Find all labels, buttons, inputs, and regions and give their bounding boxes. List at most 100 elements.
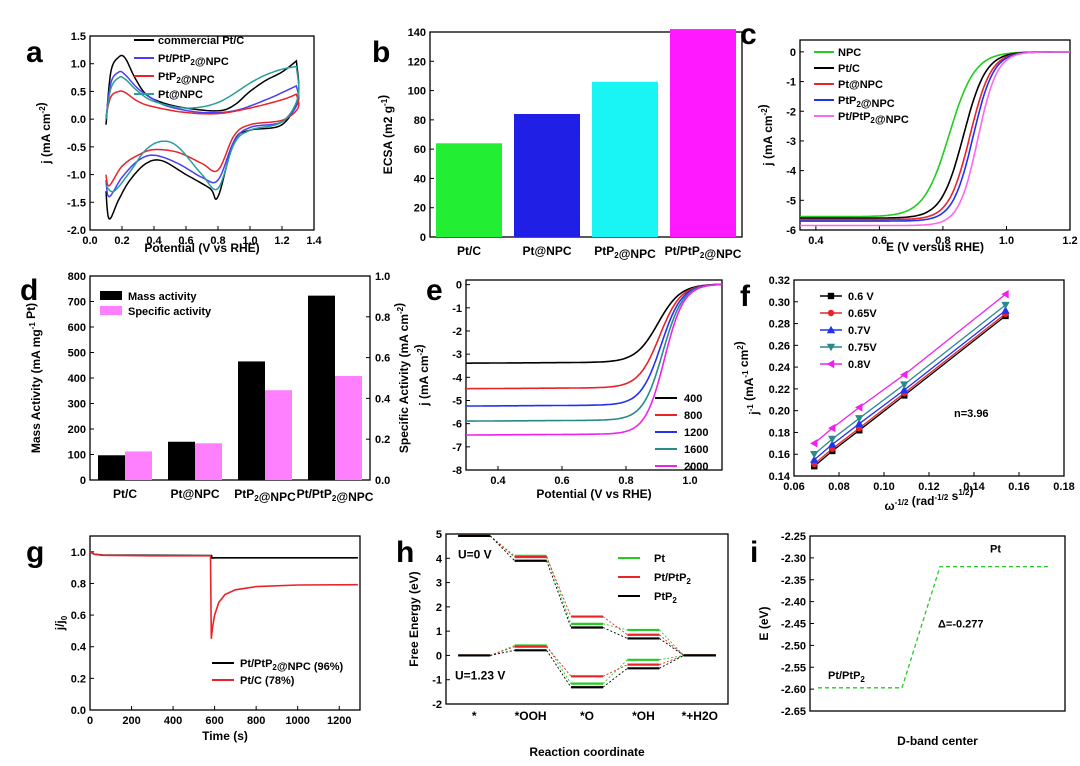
x-tick-label: 0.0 <box>82 235 97 247</box>
data-point <box>1001 289 1009 299</box>
legend-label: 2000 <box>684 461 708 473</box>
data-point <box>855 415 864 423</box>
bar-specific-1 <box>195 443 222 480</box>
dband-line <box>818 565 1050 689</box>
y-tick-label: -1 <box>452 303 462 315</box>
data-point <box>855 419 864 427</box>
y-axis-label: E (eV) <box>757 606 771 640</box>
y-tick-label: -2.55 <box>781 662 806 674</box>
legend-label: Pt <box>654 553 665 565</box>
y-tick-label: 1.0 <box>71 59 86 71</box>
y-tick-label: 2 <box>436 602 442 614</box>
y-tick-label: 600 <box>68 322 86 334</box>
y-tick-label: -1 <box>786 77 796 89</box>
y-tick-label: 0.22 <box>769 384 790 396</box>
y-tick-label: 5 <box>436 529 442 541</box>
y-axis-label: j/j0 <box>53 615 69 631</box>
legend-label: Pt/PtP2@NPC <box>838 111 909 126</box>
y-tick-label: 200 <box>68 424 86 436</box>
rde-curve-1 <box>466 283 722 390</box>
y-tick-label: -2 <box>452 326 462 338</box>
annotation-n: n=3.96 <box>954 408 989 420</box>
y-axis-label: Free Energy (eV) <box>407 571 421 666</box>
data-point <box>828 435 837 444</box>
x-axis-label: ω-1/2 (rad-1/2 s1/2) <box>885 484 974 513</box>
y-tick-label: -2.30 <box>781 553 806 565</box>
y-axis-label: Specific Activity (mA cm-2) <box>392 303 411 453</box>
panel-chart-g: g 0.0 0.2 0.4 0.6 0.8 1.0 0 200 400 600 800 1000 1200… <box>26 535 361 743</box>
bar-3 <box>670 29 736 238</box>
y-tick-label: 0.14 <box>769 471 791 483</box>
legend-label: commercial Pt/C <box>158 35 244 47</box>
y-tick-label: 500 <box>68 348 86 360</box>
legend-label: Mass activity <box>128 291 197 303</box>
level-label-a: Pt/PtP2 <box>828 670 865 684</box>
energy-connector <box>659 634 685 656</box>
y-tick-label: 0.0 <box>71 705 86 717</box>
y-tick-label: 120 <box>408 56 426 68</box>
x-category-label: *OH <box>632 709 655 723</box>
bar-mass-0 <box>98 455 125 480</box>
energy-connector <box>602 664 628 677</box>
x-tick-label: 600 <box>205 715 223 727</box>
bar-specific-0 <box>125 451 152 480</box>
y-tick-label: 0.24 <box>769 362 791 374</box>
legend-label: Pt/C <box>838 63 860 75</box>
x-category-label: Pt@NPC <box>522 244 571 258</box>
x-tick-label: 0.8 <box>210 235 225 247</box>
energy-connector <box>602 659 628 684</box>
data-point <box>900 381 909 389</box>
plot-frame <box>465 279 723 471</box>
y-tick-label: 0.6 <box>375 353 390 365</box>
x-tick-label: 1.0 <box>999 235 1014 247</box>
panel-label-g: g <box>26 536 44 569</box>
x-tick-label: 0.6 <box>872 235 887 247</box>
y-axis-label: j (mA cm-2) <box>756 104 775 166</box>
legend-label: 800 <box>684 410 702 422</box>
x-axis-label: Potential (V vs RHE) <box>536 487 651 501</box>
legend-label: 0.65V <box>848 308 877 320</box>
y-tick-label: -6 <box>786 225 796 237</box>
x-tick-label: 0.8 <box>618 475 633 487</box>
y-tick-label: 0 <box>80 475 86 487</box>
x-tick-label: 0.4 <box>808 235 824 247</box>
y-tick-label: -2.40 <box>781 597 806 609</box>
data-point <box>828 440 837 448</box>
y-tick-label: 0 <box>790 47 796 59</box>
x-axis-label: E (V versus RHE) <box>886 240 984 254</box>
energy-connector <box>659 654 684 661</box>
y-tick-label: -1 <box>432 675 442 687</box>
y-tick-label: 1.0 <box>71 547 86 559</box>
legend-label: Pt/PtP2@NPC <box>158 53 229 68</box>
y-axis-label: Mass Activity (mA mg-1 Pt) <box>24 303 43 453</box>
energy-connector <box>490 649 515 656</box>
x-tick-label: 0.18 <box>1053 481 1074 493</box>
x-tick-label: 0.14 <box>963 481 985 493</box>
current-curve-1 <box>89 551 358 639</box>
data-point <box>1001 306 1010 314</box>
kl-line-1 <box>813 313 1006 465</box>
x-category-label: Pt/C <box>113 487 137 501</box>
plot-frame <box>799 39 1071 231</box>
y-tick-label: 1.5 <box>71 31 86 43</box>
panel-chart-d: d 0 100 200 300 400 500 600 700 800 0.0 0.2 0.4 0.6 0.… <box>20 271 411 504</box>
legend-label: 0.6 V <box>848 291 874 303</box>
x-axis-label: Potential (V vs RHE) <box>144 241 259 255</box>
energy-connector <box>602 627 628 639</box>
plot-frame <box>89 35 315 231</box>
x-category-label: * <box>472 709 477 723</box>
y-tick-label: -2 <box>786 106 796 118</box>
y-axis-label: j-1 (mA-1 cm2) <box>732 341 761 415</box>
energy-connector <box>659 655 685 669</box>
x-category-label: *O <box>580 709 594 723</box>
lsv-curve-3 <box>800 51 1070 222</box>
lsv-curve-0 <box>800 51 1070 218</box>
y-axis-label: j (mA cm-2) <box>412 344 431 406</box>
data-point <box>855 403 863 412</box>
x-tick-label: 0.10 <box>873 481 894 493</box>
legend-label: NPC <box>838 47 861 59</box>
legend-swatch <box>100 306 122 315</box>
x-tick-label: 1000 <box>285 715 309 727</box>
legend-label: Pt@NPC <box>838 79 883 91</box>
data-point <box>810 439 818 448</box>
